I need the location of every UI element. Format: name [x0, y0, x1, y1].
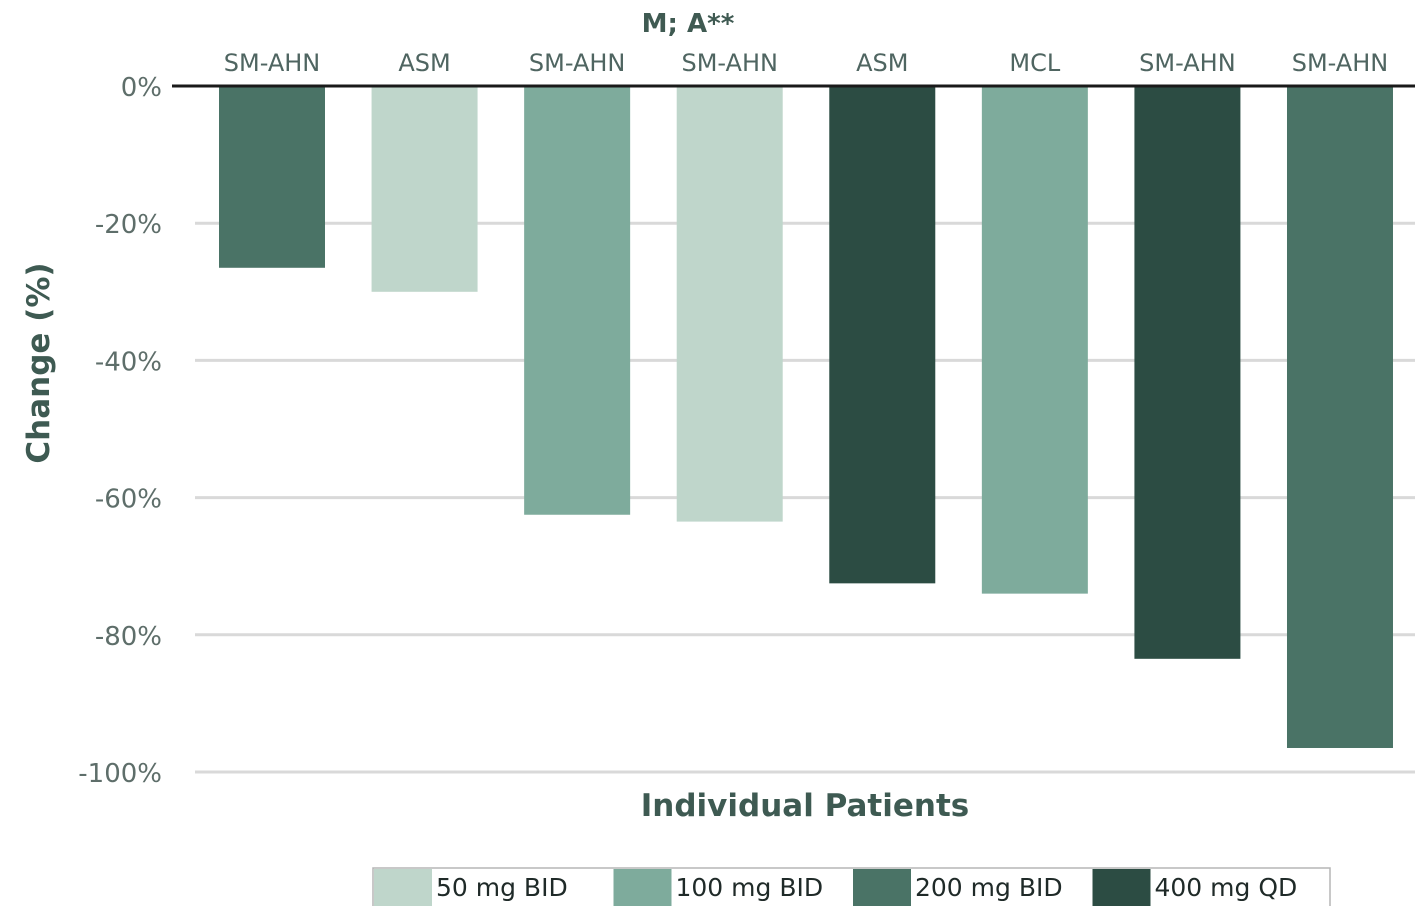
legend-swatch — [374, 869, 432, 906]
category-label: MCL — [1009, 49, 1060, 77]
y-axis-title: Change (%) — [21, 262, 57, 463]
legend-label: 400 mg QD — [1155, 873, 1298, 902]
labels: 0% -20% -40% -60% -80% -100% SM-AHN ASM SM-AHN SM… — [78, 49, 1388, 789]
legend-swatch — [853, 869, 911, 906]
category-label: SM-AHN — [1139, 49, 1236, 77]
y-tick-label: -20% — [95, 210, 162, 240]
bar — [981, 86, 1088, 594]
category-label: ASM — [856, 49, 908, 77]
legend-label: 200 mg BID — [915, 873, 1063, 902]
x-axis-title: Individual Patients — [641, 788, 969, 824]
category-label: SM-AHN — [1292, 49, 1389, 77]
category-label: SM-AHN — [681, 49, 778, 77]
bar — [676, 86, 783, 522]
legend-label: 100 mg BID — [676, 873, 824, 902]
legend-swatch — [613, 869, 672, 906]
bar — [371, 86, 478, 292]
legend-label: 50 mg BID — [436, 873, 568, 902]
legend-swatch — [1092, 869, 1151, 906]
bars — [219, 86, 1393, 748]
legend-box — [372, 867, 1331, 906]
category-label: ASM — [398, 49, 450, 77]
category-label: SM-AHN — [224, 49, 321, 77]
bar — [1286, 86, 1393, 748]
bar — [829, 86, 936, 584]
y-tick-label: 0% — [121, 73, 162, 103]
category-label: SM-AHN — [529, 49, 626, 77]
y-tick-label: -100% — [78, 759, 162, 789]
legend: 50 mg BID 100 mg BID 200 mg BID 400 mg QD — [372, 867, 1331, 906]
bar — [1134, 86, 1241, 659]
bar — [524, 86, 631, 515]
y-tick-label: -60% — [95, 485, 162, 515]
y-tick-label: -80% — [95, 622, 162, 652]
y-tick-label: -40% — [95, 347, 162, 377]
bar — [219, 86, 325, 268]
chart-title: M; A** — [642, 9, 735, 39]
